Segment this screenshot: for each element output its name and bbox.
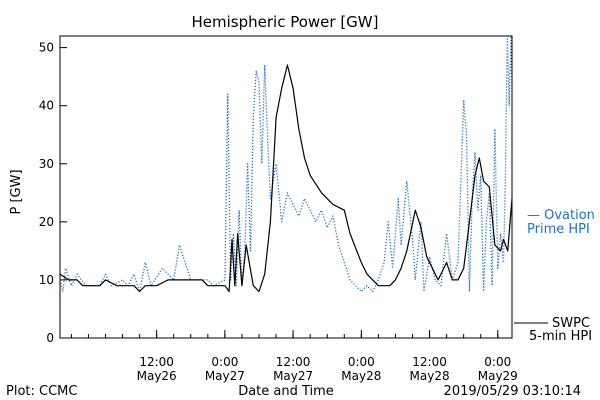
y-axis-ticks: 0 10 20 30 40 50: [39, 41, 67, 345]
x-tick-date: May26: [137, 369, 177, 383]
x-tick-date: May28: [410, 369, 450, 383]
x-tick-time: 12:00: [412, 355, 447, 369]
plot-credit: Plot: CCMC: [6, 384, 77, 399]
x-tick-date: May28: [341, 369, 381, 383]
series-ovation-prime-line: [59, 35, 513, 293]
y-tick-label: 0: [46, 331, 54, 345]
x-tick-time: 12:00: [276, 355, 311, 369]
legend-swpc-line2: 5-min HPI: [529, 329, 592, 344]
y-tick-label: 50: [39, 41, 54, 55]
x-tick-time: 0:00: [348, 355, 375, 369]
x-tick-date: May27: [273, 369, 313, 383]
plot-frame: [59, 35, 513, 339]
x-tick-date: May29: [478, 369, 518, 383]
y-axis-label: P [GW]: [9, 169, 24, 214]
y-tick-label: 30: [39, 157, 54, 171]
legend-ovation-line1: — Ovation: [527, 208, 595, 223]
chart-title: Hemispheric Power [GW]: [192, 13, 379, 31]
x-tick-time: 12:00: [139, 355, 174, 369]
x-tick-time: 0:00: [211, 355, 238, 369]
x-axis-ticks: 12:00May260:00May2712:00May270:00May2812…: [70, 330, 518, 383]
legend-swpc-line1: SWPC: [552, 316, 590, 331]
x-tick-date: May27: [205, 369, 245, 383]
series-swpc-line: [59, 64, 513, 293]
y-tick-label: 10: [39, 273, 54, 287]
legend: — Ovation Prime HPI SWPC 5-min HPI: [514, 208, 595, 344]
y-tick-label: 40: [39, 99, 54, 113]
x-tick-time: 0:00: [484, 355, 511, 369]
series-layer: [59, 35, 513, 293]
x-axis-label: Date and Time: [238, 384, 334, 399]
legend-ovation-line2: Prime HPI: [527, 222, 590, 237]
y-tick-label: 20: [39, 215, 54, 229]
plot-timestamp: 2019/05/29 03:10:14: [444, 384, 581, 399]
